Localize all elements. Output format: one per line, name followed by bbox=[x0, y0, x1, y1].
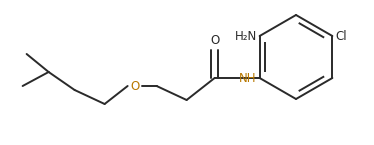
Text: H₂N: H₂N bbox=[234, 29, 257, 42]
Text: NH: NH bbox=[239, 72, 257, 86]
Text: O: O bbox=[130, 79, 139, 93]
Text: O: O bbox=[210, 34, 219, 47]
Text: Cl: Cl bbox=[335, 29, 347, 42]
